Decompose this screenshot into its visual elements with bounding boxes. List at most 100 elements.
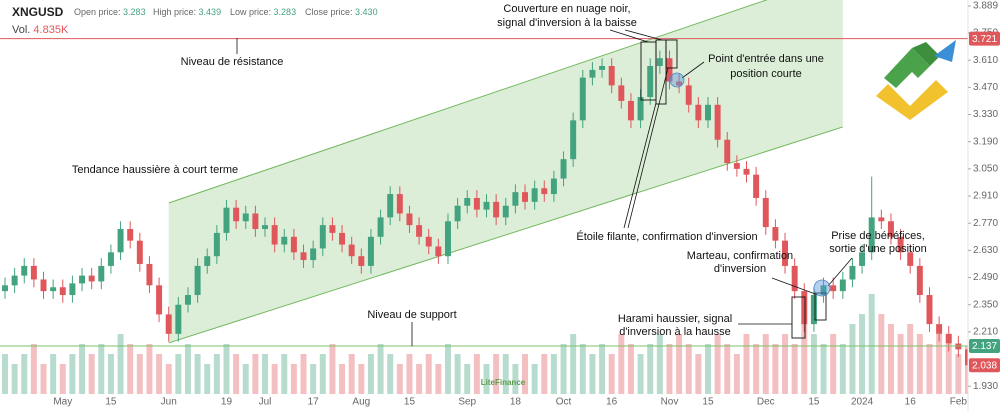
volume-bar xyxy=(714,334,721,394)
candle-body xyxy=(290,236,297,253)
arrow xyxy=(681,61,705,79)
candle-body xyxy=(165,314,172,334)
volume-bar xyxy=(387,354,394,394)
volume-bar xyxy=(329,344,336,394)
candle-body xyxy=(204,256,211,266)
candle-body xyxy=(223,207,230,233)
volume-bar xyxy=(11,364,18,394)
axis-background xyxy=(0,394,968,411)
candle-body xyxy=(348,244,355,257)
y-tick-label: 3.610 xyxy=(973,55,998,66)
candle-body xyxy=(136,240,143,264)
candle-body xyxy=(570,120,577,160)
candle-body xyxy=(146,263,153,286)
y-tick-label: 3.330 xyxy=(973,109,998,120)
stat-value: 3.430 xyxy=(355,7,378,17)
volume-bar xyxy=(483,364,490,394)
annotation: Tendance haussière à court terme xyxy=(72,164,238,176)
candle-body xyxy=(907,252,914,266)
y-tick-label: 3.050 xyxy=(973,163,998,174)
annotation: Niveau de résistance xyxy=(181,56,284,68)
volume-bar xyxy=(522,354,529,394)
candle-body xyxy=(945,333,952,344)
y-tick-label: 3.470 xyxy=(973,82,998,93)
volume-bar xyxy=(194,354,201,394)
candle-body xyxy=(676,81,683,86)
volume-bar xyxy=(175,354,182,394)
candle-body xyxy=(705,104,711,121)
candle-body xyxy=(50,287,57,292)
candle-body xyxy=(262,225,268,230)
candle-body xyxy=(753,174,760,198)
volume-value: 4.835K xyxy=(33,24,69,36)
candle-body xyxy=(801,291,808,325)
volume-bar xyxy=(69,354,76,394)
candle-body xyxy=(406,213,413,226)
volume-bar xyxy=(608,354,615,394)
x-tick-label: 15 xyxy=(808,397,820,408)
candle-body xyxy=(522,192,529,202)
volume-bar xyxy=(184,344,191,394)
arrow xyxy=(827,257,853,287)
candle-body xyxy=(367,236,374,266)
annotation-line: d'inversion xyxy=(714,263,766,275)
annotation: Harami haussier, signal d'inversion à la … xyxy=(618,313,732,338)
pattern-box xyxy=(791,296,806,339)
arrow xyxy=(627,67,669,229)
candle-body xyxy=(887,221,894,237)
y-tick-label: 2.630 xyxy=(973,245,998,256)
candle-body xyxy=(483,201,490,210)
volume-bar xyxy=(117,334,124,394)
logo xyxy=(876,40,956,120)
volume-bar xyxy=(213,354,220,394)
volume-bar xyxy=(916,334,923,394)
volume-bar xyxy=(156,354,163,394)
x-tick-label: 2024 xyxy=(851,397,874,408)
candle-body xyxy=(878,217,885,222)
annotation: Niveau de support xyxy=(367,309,456,321)
candle-body xyxy=(40,279,47,292)
y-tick-label: 2.490 xyxy=(973,272,998,283)
volume-bar xyxy=(464,364,471,394)
x-tick-label: Feb xyxy=(950,397,968,408)
candle-body xyxy=(926,295,933,325)
volume-bar xyxy=(705,344,711,394)
volume-bar xyxy=(242,364,249,394)
y-tick-label: 3.889 xyxy=(973,1,998,12)
volume-bar xyxy=(377,344,384,394)
annotation-shapes xyxy=(236,29,853,346)
candle-body xyxy=(743,168,750,175)
volume-bar xyxy=(541,354,548,394)
annotation: Étoile filante, confirmation d'inversion xyxy=(576,230,757,243)
volume-bar xyxy=(165,364,172,394)
stat-label: Close price: xyxy=(305,7,353,17)
candle-body xyxy=(647,65,654,98)
volume-bar xyxy=(79,344,86,394)
volume-bar xyxy=(502,354,509,394)
annotation-line: Harami haussier, signal xyxy=(618,313,732,325)
candle-body xyxy=(666,58,673,82)
volume-bar xyxy=(685,344,692,394)
volume-bar xyxy=(637,354,644,394)
volume-bar xyxy=(743,334,750,394)
candle-body xyxy=(772,227,779,241)
candle-body xyxy=(859,252,866,266)
candle-body xyxy=(589,69,596,78)
entry-point xyxy=(669,72,685,88)
volume-bar xyxy=(435,364,442,394)
x-tick-label: 16 xyxy=(905,397,917,408)
annotation-line: sortie d'une position xyxy=(829,243,927,255)
volume-bar xyxy=(676,334,683,394)
volume-bar xyxy=(59,364,66,394)
candle-body xyxy=(69,283,76,296)
candle-body xyxy=(627,100,634,121)
exit-point xyxy=(813,279,831,297)
volume-bar xyxy=(531,364,538,394)
volume-bar xyxy=(107,354,114,394)
candle-body xyxy=(11,275,18,286)
volume-bar xyxy=(618,334,625,394)
arrow xyxy=(609,29,649,43)
price-tag xyxy=(969,358,1000,373)
candle-body xyxy=(59,287,66,296)
